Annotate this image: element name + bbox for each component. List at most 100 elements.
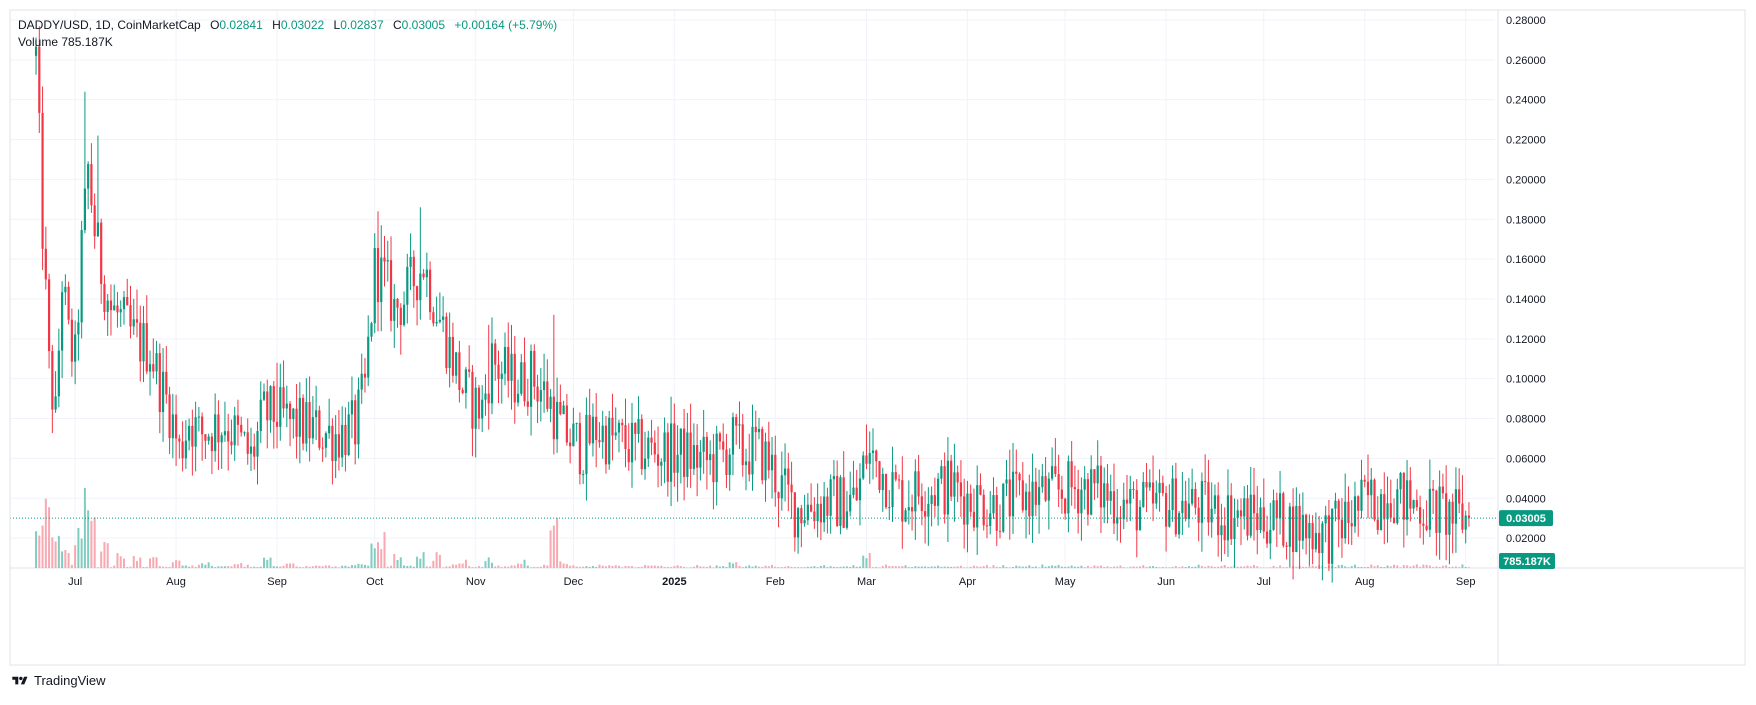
watermark-text: TradingView [34, 673, 106, 688]
volume-bar [1012, 567, 1014, 568]
volume-bar [234, 564, 236, 568]
candle-body [1243, 498, 1245, 516]
volume-bar [696, 565, 698, 568]
candle-body [1207, 482, 1209, 522]
volume-bar [501, 567, 503, 568]
volume-bar [1103, 567, 1105, 568]
candle-body [455, 352, 457, 375]
volume-bar [195, 567, 197, 568]
candle-body [940, 466, 942, 479]
volume-bar [445, 566, 447, 568]
volume-bar [885, 565, 887, 568]
candle-body [1074, 487, 1076, 489]
candle-body [1461, 503, 1463, 529]
symbol-line[interactable]: DADDY/USD, 1D, CoinMarketCap [18, 18, 201, 32]
volume-bar [198, 565, 200, 568]
volume-label[interactable]: Volume [18, 35, 58, 49]
candle-body [471, 372, 473, 429]
candle-body [944, 466, 946, 514]
candle-body [58, 351, 60, 397]
candle-body [403, 305, 405, 325]
volume-bar [999, 567, 1001, 568]
volume-bar [120, 556, 122, 568]
volume-bar [1247, 566, 1249, 568]
candle-body [1084, 479, 1086, 490]
volume-bar [318, 566, 320, 568]
volume-bar [351, 565, 353, 568]
candle-body [1276, 500, 1278, 518]
volume-bar [325, 565, 327, 568]
volume-bar [1191, 567, 1193, 568]
candle-body [1165, 493, 1167, 526]
volume-bar [1426, 565, 1428, 568]
candle-body [846, 511, 848, 527]
volume-bar [380, 549, 382, 568]
volume-bar [1429, 565, 1431, 568]
volume-bar [1344, 566, 1346, 568]
candle-body [983, 495, 985, 526]
candle-body [1044, 476, 1046, 500]
volume-bar [1129, 567, 1131, 568]
volume-bar [1045, 567, 1047, 568]
candle-body [1152, 482, 1154, 503]
volume-bar [901, 566, 903, 568]
volume-bar [1097, 566, 1099, 568]
candle-body [1142, 482, 1144, 507]
volume-bar [683, 567, 685, 568]
candle-body [644, 459, 646, 470]
candle-body [924, 511, 926, 516]
volume-bar [1139, 566, 1141, 568]
volume-bar [553, 526, 555, 568]
volume-bar [1188, 566, 1190, 568]
volume-bar [1253, 565, 1255, 568]
candle-body [690, 432, 692, 468]
candle-body [295, 409, 297, 437]
candle-body [911, 507, 913, 511]
candle-body [165, 372, 167, 395]
candle-body [618, 423, 620, 433]
candle-body [159, 353, 161, 412]
candle-body [1347, 502, 1349, 523]
volume-bar [1250, 566, 1252, 568]
price-axis[interactable]: 0.020000.040000.060000.080000.100000.120… [1506, 15, 1546, 545]
candle-body [1145, 482, 1147, 487]
candle-body [520, 362, 522, 394]
x-tick-label: Dec [564, 576, 584, 588]
volume-bar [537, 567, 539, 568]
candle-body [1178, 513, 1180, 534]
close-label: C [393, 18, 402, 32]
volume-bar [944, 567, 946, 568]
candle-body [488, 394, 490, 404]
candle-body [706, 437, 708, 460]
volume-bar [204, 565, 206, 568]
candle-body [1129, 489, 1131, 503]
volume-bar [1035, 566, 1037, 568]
candle-body [185, 441, 187, 459]
volume-bar [107, 543, 109, 568]
volume-bar [1269, 567, 1271, 568]
x-tick-label: Jun [1157, 576, 1175, 588]
candle-body [839, 477, 841, 526]
volume-bar [1048, 566, 1050, 568]
tradingview-watermark[interactable]: TradingView [10, 673, 106, 688]
volume-bar [1194, 567, 1196, 568]
volume-bar [572, 565, 574, 568]
x-tick-label: May [1055, 576, 1076, 588]
volume-bar [159, 566, 161, 568]
candle-body [374, 248, 376, 323]
candle-body [901, 480, 903, 521]
volume-bar [42, 526, 44, 568]
volume-bar [1448, 567, 1450, 568]
y-tick-label: 0.04000 [1506, 493, 1546, 505]
volume-bar [1432, 567, 1434, 568]
candle-body [305, 402, 307, 443]
candle-body [328, 426, 330, 433]
volume-bar [781, 567, 783, 568]
candle-body [309, 402, 311, 438]
candle-body [341, 425, 343, 458]
y-tick-label: 0.14000 [1506, 294, 1546, 306]
volume-bar [309, 567, 311, 568]
volume-bar [869, 553, 871, 568]
